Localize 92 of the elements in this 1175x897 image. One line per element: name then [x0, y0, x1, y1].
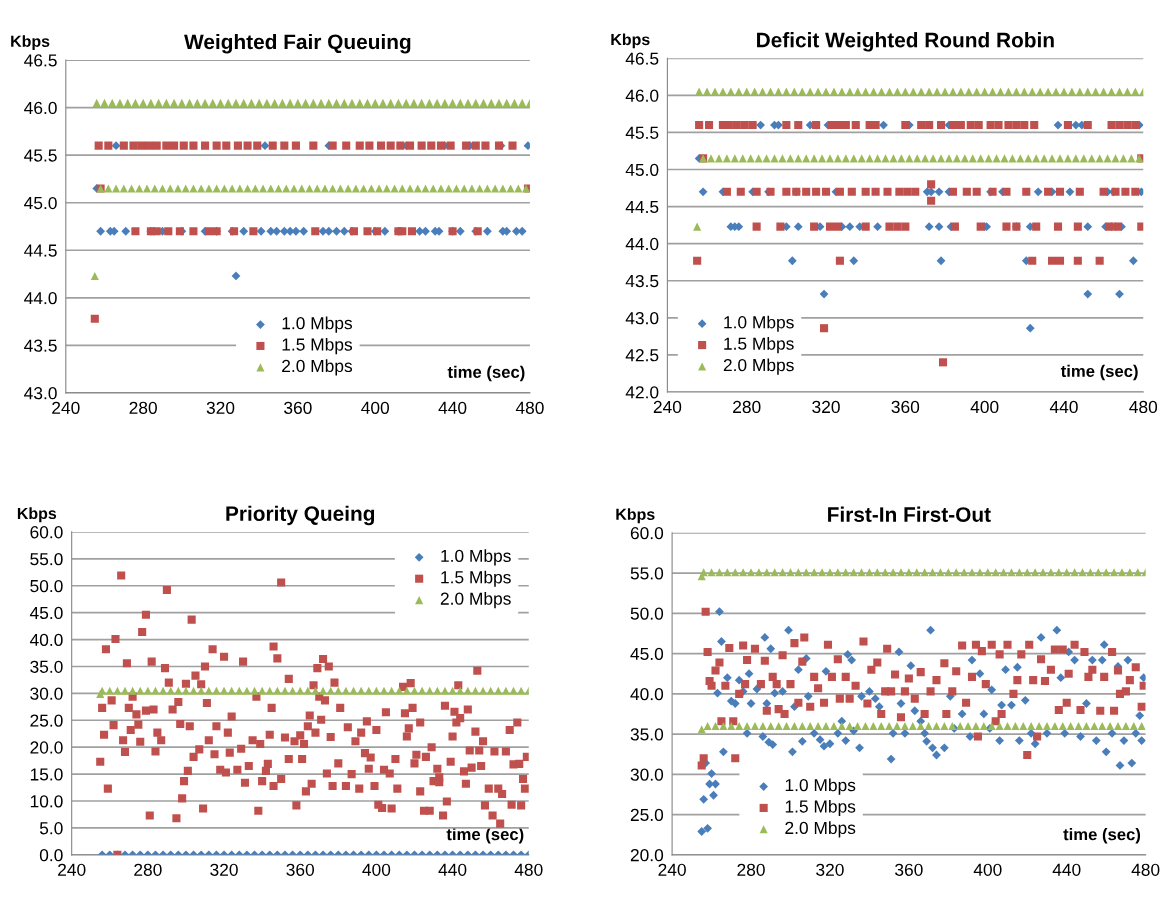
y-tick-label: 35.0 — [630, 728, 664, 741]
x-tick-label: 240 — [52, 401, 80, 414]
x-tick-label: 280 — [737, 863, 765, 876]
x-axis-title: time (sec) — [1060, 364, 1138, 381]
legend-label: 1.5 Mbps — [282, 337, 353, 355]
x-tick-label: 360 — [891, 400, 920, 414]
x-tick-label: 320 — [210, 863, 238, 876]
x-axis-title: time (sec) — [446, 828, 524, 844]
x-tick-label: 440 — [438, 863, 467, 876]
y-tick-label: 15.0 — [30, 768, 63, 781]
y-tick-label: 43.5 — [24, 339, 57, 352]
x-tick-label: 400 — [970, 400, 999, 414]
y-axis-title: Kbps — [611, 33, 650, 49]
y-tick-label: 20.0 — [630, 849, 664, 862]
y-axis-title: Kbps — [616, 508, 655, 524]
y-tick-label: 45.0 — [29, 606, 63, 620]
y-tick-label: 55.0 — [30, 553, 63, 566]
y-tick-label: 25.0 — [30, 714, 63, 727]
y-tick-label: 5.0 — [39, 822, 63, 835]
x-tick-label: 480 — [514, 863, 543, 876]
y-tick-label: 46.5 — [24, 54, 57, 67]
y-tick-label: 42.5 — [625, 349, 659, 362]
x-tick-label: 400 — [973, 863, 1002, 876]
legend-label: 1.5 Mbps — [441, 570, 511, 587]
x-tick-label: 400 — [362, 863, 391, 876]
y-tick-label: 45.0 — [630, 647, 664, 661]
x-tick-label: 240 — [658, 863, 686, 876]
y-tick-label: 60.0 — [30, 526, 63, 539]
chart-title: Priority Queing — [226, 505, 375, 526]
x-tick-label: 480 — [1129, 400, 1158, 414]
x-tick-label: 320 — [816, 863, 844, 876]
x-tick-label: 440 — [438, 401, 467, 414]
y-tick-label: 10.0 — [30, 795, 63, 808]
y-tick-label: 44.0 — [625, 237, 659, 251]
legend-label: 1.0 Mbps — [441, 549, 511, 566]
y-tick-label: 44.0 — [24, 291, 57, 305]
legend-label: 2.0 Mbps — [723, 358, 794, 375]
y-tick-label: 44.5 — [24, 244, 57, 257]
legend-label: 2.0 Mbps — [440, 592, 511, 609]
y-tick-label: 45.0 — [625, 163, 659, 176]
y-tick-label: 43.0 — [625, 312, 659, 325]
y-tick-label: 30.0 — [30, 687, 63, 700]
x-tick-label: 360 — [284, 401, 312, 414]
x-tick-label: 320 — [812, 400, 840, 414]
x-axis-title: time (sec) — [1063, 828, 1141, 844]
y-tick-label: 44.5 — [625, 200, 659, 214]
x-tick-label: 480 — [515, 401, 544, 414]
y-tick-label: 50.0 — [30, 579, 63, 593]
legend-label: 1.5 Mbps — [785, 799, 856, 817]
legend-label: 2.0 Mbps — [785, 821, 856, 838]
y-tick-label: 20.0 — [30, 741, 63, 754]
x-tick-label: 280 — [134, 863, 162, 876]
chart-title: First-In First-Out — [828, 506, 991, 522]
y-tick-label: 25.0 — [630, 808, 664, 822]
x-tick-label: 320 — [206, 401, 235, 414]
y-tick-label: 50.0 — [630, 607, 664, 620]
y-tick-label: 46.0 — [625, 89, 659, 102]
y-axis-title: Kbps — [11, 35, 50, 51]
legend-label: 1.0 Mbps — [785, 778, 856, 795]
y-tick-label: 40.0 — [630, 688, 664, 701]
x-tick-label: 360 — [895, 863, 923, 876]
y-tick-label: 35.0 — [30, 660, 63, 673]
x-tick-label: 240 — [58, 863, 86, 876]
x-tick-label: 440 — [1052, 863, 1081, 876]
y-tick-label: 45.5 — [625, 126, 659, 139]
y-tick-label: 60.0 — [630, 526, 664, 540]
x-tick-label: 480 — [1131, 863, 1160, 876]
y-tick-label: 45.0 — [24, 196, 57, 210]
x-tick-label: 360 — [286, 863, 315, 876]
y-axis-title: Kbps — [17, 507, 57, 523]
y-tick-label: 42.0 — [625, 386, 659, 399]
y-tick-label: 43.5 — [625, 274, 659, 288]
y-tick-label: 55.0 — [630, 567, 664, 580]
legend-label: 1.0 Mbps — [724, 315, 794, 332]
y-tick-label: 45.5 — [24, 149, 57, 162]
legend-label: 1.0 Mbps — [282, 316, 353, 333]
x-tick-label: 240 — [653, 400, 682, 414]
legend-label: 2.0 Mbps — [282, 359, 353, 376]
x-axis-title: time (sec) — [447, 365, 525, 382]
y-tick-label: 46.5 — [625, 52, 659, 65]
y-tick-label: 0.0 — [39, 849, 63, 862]
y-tick-label: 40.0 — [29, 633, 63, 647]
y-tick-label: 30.0 — [630, 768, 664, 781]
y-tick-label: 43.0 — [24, 387, 57, 400]
x-tick-label: 400 — [361, 401, 390, 414]
x-tick-label: 280 — [129, 401, 157, 414]
chart-title: Deficit Weighted Round Robin — [757, 32, 1054, 52]
x-tick-label: 280 — [733, 400, 761, 414]
chart-title: Weighted Fair Queuing — [184, 33, 411, 54]
legend-label: 1.5 Mbps — [724, 337, 794, 354]
x-tick-label: 440 — [1049, 400, 1078, 414]
y-tick-label: 46.0 — [24, 101, 57, 115]
